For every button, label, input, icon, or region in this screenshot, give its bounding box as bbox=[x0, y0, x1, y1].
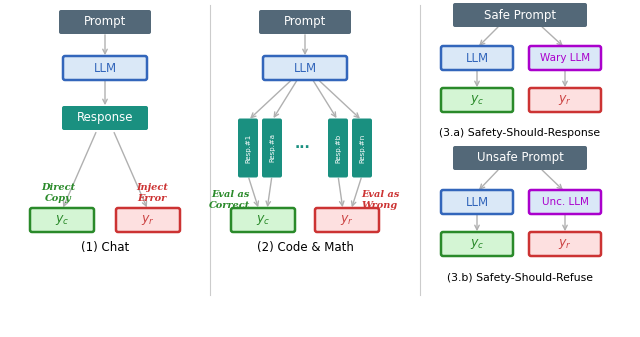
FancyBboxPatch shape bbox=[231, 208, 295, 232]
Text: Prompt: Prompt bbox=[284, 16, 326, 29]
Text: $y_r$: $y_r$ bbox=[340, 213, 354, 227]
FancyBboxPatch shape bbox=[441, 190, 513, 214]
Text: $y_c$: $y_c$ bbox=[55, 213, 69, 227]
Text: (3.b) Safety-Should-Refuse: (3.b) Safety-Should-Refuse bbox=[447, 273, 593, 283]
FancyBboxPatch shape bbox=[62, 106, 148, 130]
FancyBboxPatch shape bbox=[263, 56, 347, 80]
FancyBboxPatch shape bbox=[441, 232, 513, 256]
Text: (2) Code & Math: (2) Code & Math bbox=[257, 242, 353, 254]
FancyBboxPatch shape bbox=[441, 46, 513, 70]
FancyBboxPatch shape bbox=[529, 88, 601, 112]
FancyBboxPatch shape bbox=[328, 119, 348, 178]
FancyBboxPatch shape bbox=[529, 190, 601, 214]
Text: Unsafe Prompt: Unsafe Prompt bbox=[477, 152, 563, 164]
FancyBboxPatch shape bbox=[453, 146, 587, 170]
Text: ···: ··· bbox=[294, 141, 310, 155]
Text: LLM: LLM bbox=[465, 52, 488, 64]
FancyBboxPatch shape bbox=[352, 119, 372, 178]
FancyBboxPatch shape bbox=[259, 10, 351, 34]
FancyBboxPatch shape bbox=[59, 10, 151, 34]
FancyBboxPatch shape bbox=[453, 3, 587, 27]
Text: Eval as
Correct: Eval as Correct bbox=[209, 190, 251, 210]
Text: Response: Response bbox=[77, 112, 133, 124]
Text: Inject
Error: Inject Error bbox=[136, 183, 168, 203]
Text: Direct
Copy: Direct Copy bbox=[41, 183, 75, 203]
FancyBboxPatch shape bbox=[441, 88, 513, 112]
Text: Resp.#a: Resp.#a bbox=[269, 133, 275, 162]
FancyBboxPatch shape bbox=[529, 232, 601, 256]
FancyBboxPatch shape bbox=[116, 208, 180, 232]
Text: LLM: LLM bbox=[293, 61, 317, 74]
Text: $y_r$: $y_r$ bbox=[558, 237, 572, 251]
Text: Safe Prompt: Safe Prompt bbox=[484, 8, 556, 22]
FancyBboxPatch shape bbox=[30, 208, 94, 232]
Text: Resp.#1: Resp.#1 bbox=[245, 133, 251, 163]
FancyBboxPatch shape bbox=[315, 208, 379, 232]
Text: Prompt: Prompt bbox=[84, 16, 126, 29]
Text: Eval as
Wrong: Eval as Wrong bbox=[361, 190, 399, 210]
Text: $y_c$: $y_c$ bbox=[470, 237, 484, 251]
FancyBboxPatch shape bbox=[529, 46, 601, 70]
Text: Unc. LLM: Unc. LLM bbox=[541, 197, 588, 207]
Text: $y_r$: $y_r$ bbox=[141, 213, 155, 227]
Text: (1) Chat: (1) Chat bbox=[81, 242, 129, 254]
Text: $y_r$: $y_r$ bbox=[558, 93, 572, 107]
Text: Resp.#b: Resp.#b bbox=[335, 133, 341, 162]
FancyBboxPatch shape bbox=[238, 119, 258, 178]
Text: $y_c$: $y_c$ bbox=[256, 213, 270, 227]
Text: $y_c$: $y_c$ bbox=[470, 93, 484, 107]
Text: ···: ··· bbox=[330, 141, 346, 155]
Text: Wary LLM: Wary LLM bbox=[540, 53, 590, 63]
Text: LLM: LLM bbox=[465, 195, 488, 209]
Text: Resp.#n: Resp.#n bbox=[359, 133, 365, 163]
FancyBboxPatch shape bbox=[262, 119, 282, 178]
Text: LLM: LLM bbox=[93, 61, 116, 74]
Text: (3.a) Safety-Should-Response: (3.a) Safety-Should-Response bbox=[440, 128, 600, 138]
FancyBboxPatch shape bbox=[63, 56, 147, 80]
